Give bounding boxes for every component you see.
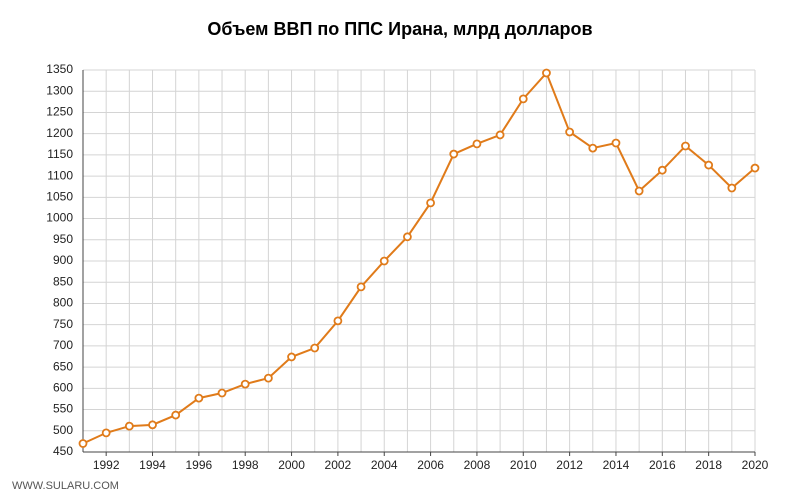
point xyxy=(426,198,435,208)
x-tick-label: 2008 xyxy=(464,458,491,472)
point xyxy=(634,186,644,196)
y-tick-label: 1000 xyxy=(46,211,73,225)
watermark: WWW.SULARU.COM xyxy=(12,480,119,492)
point xyxy=(495,130,505,140)
point xyxy=(657,165,667,175)
point xyxy=(101,428,111,438)
x-tick-label: 2016 xyxy=(649,458,676,472)
y-tick-label: 900 xyxy=(53,253,73,267)
line xyxy=(82,71,756,445)
y-tick-label: 1100 xyxy=(47,168,73,182)
point xyxy=(449,149,459,159)
y-tick-label: 1200 xyxy=(46,126,73,140)
y-tick-label: 750 xyxy=(53,317,73,331)
chart-title: Объем ВВП по ППС Ирана, млрд долларов xyxy=(207,19,592,39)
x-tick-label: 1996 xyxy=(186,458,213,472)
point xyxy=(727,183,737,193)
x-tick-label: 2006 xyxy=(417,458,444,472)
point xyxy=(148,420,157,430)
point xyxy=(750,163,760,173)
y-tick-label: 600 xyxy=(53,381,73,395)
point xyxy=(588,143,598,153)
x-tick-label: 2002 xyxy=(325,458,352,472)
point xyxy=(542,68,551,78)
x-tick-label: 2010 xyxy=(510,458,537,472)
point xyxy=(472,139,482,149)
x-tick-label: 2004 xyxy=(371,458,398,472)
x-tick-label: 2014 xyxy=(603,458,630,472)
point xyxy=(379,256,389,266)
point xyxy=(403,232,412,242)
y-tick-label: 1350 xyxy=(46,62,73,76)
point xyxy=(287,352,296,362)
y-tick-label: 850 xyxy=(53,274,73,288)
y-tick-label: 950 xyxy=(53,232,73,246)
y-tick-label: 1050 xyxy=(46,190,73,204)
point xyxy=(310,343,320,353)
point xyxy=(124,421,134,431)
point xyxy=(565,127,575,137)
y-tick-label: 1250 xyxy=(46,105,73,119)
y-tick-label: 800 xyxy=(53,296,73,310)
point xyxy=(263,373,273,383)
point xyxy=(333,316,343,326)
y-tick-label: 650 xyxy=(53,359,73,373)
point xyxy=(194,393,204,403)
point xyxy=(356,282,366,292)
x-tick-label: 2020 xyxy=(742,458,769,472)
point xyxy=(240,379,250,389)
point xyxy=(217,388,227,398)
x-tick-label: 1994 xyxy=(139,458,166,472)
y-tick-label: 700 xyxy=(53,338,73,352)
point xyxy=(704,160,714,170)
x-tick-label: 2000 xyxy=(278,458,305,472)
y-tick-label: 1300 xyxy=(46,83,73,97)
x-tick-label: 1998 xyxy=(232,458,259,472)
y-tick-label: 500 xyxy=(53,423,73,437)
point xyxy=(78,439,88,448)
point xyxy=(171,410,181,420)
x-tick-label: 2012 xyxy=(556,458,583,472)
point xyxy=(681,141,690,151)
point xyxy=(611,138,621,148)
y-tick-label: 450 xyxy=(53,444,73,458)
x-tick-label: 1992 xyxy=(93,458,120,472)
x-tick-label: 2018 xyxy=(695,458,722,472)
y-tick-label: 550 xyxy=(53,402,73,416)
point xyxy=(518,94,528,104)
y-tick-label: 1150 xyxy=(47,147,73,161)
